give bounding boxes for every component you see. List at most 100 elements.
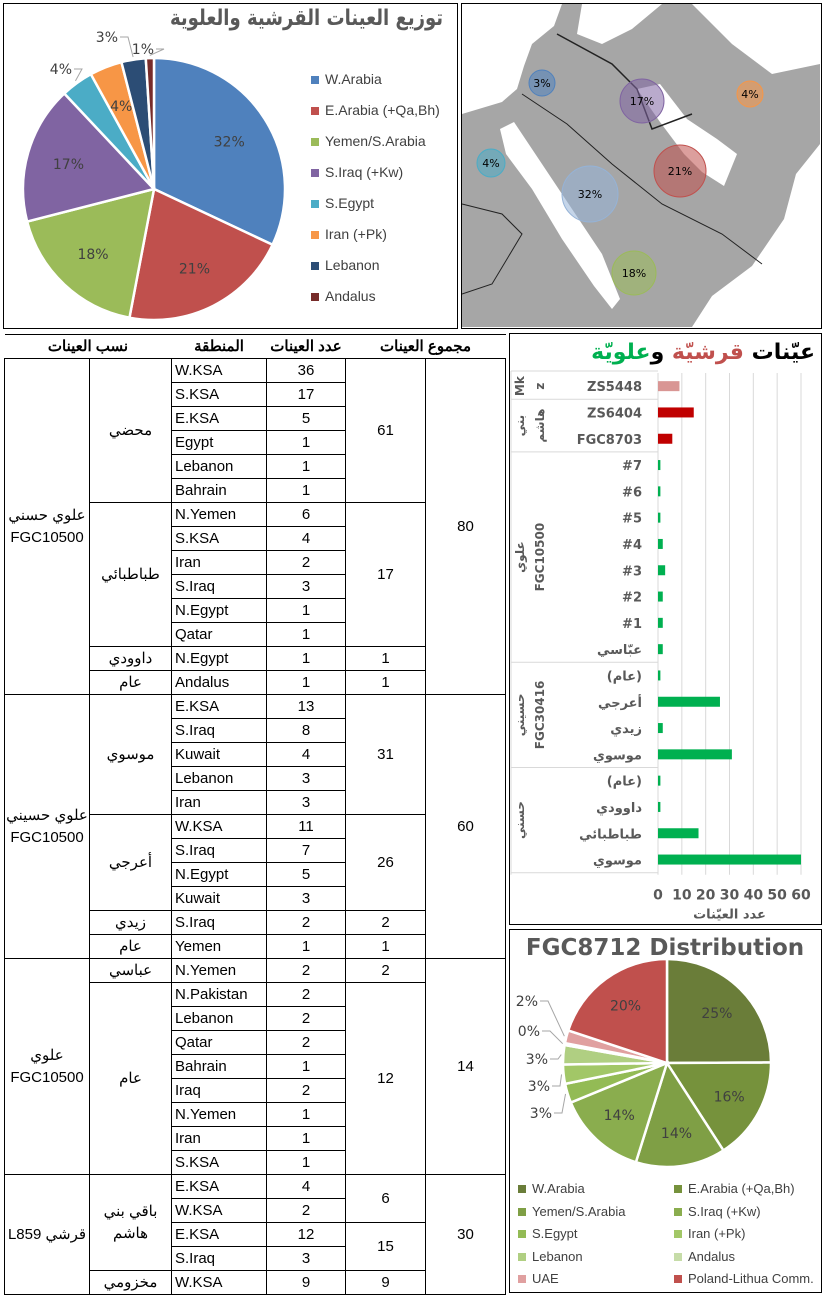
count-cell: 4 <box>266 526 346 551</box>
border-lines <box>462 203 523 295</box>
count-cell: 7 <box>266 838 346 863</box>
table-row: Lebanon 3 <box>5 766 506 791</box>
table-row: Egypt 1 <box>5 430 506 455</box>
legend-swatch <box>518 1185 526 1193</box>
bar <box>658 460 661 471</box>
category-label: #7 <box>622 459 642 474</box>
lineage-total-cell: 30 <box>425 1174 506 1295</box>
group-label: z <box>533 383 547 390</box>
group-total-cell: 15 <box>345 1222 426 1271</box>
subgroup-cell: محضي <box>89 358 172 503</box>
pie-data-label: 3% <box>526 1052 548 1068</box>
caspian-area <box>692 4 820 74</box>
pie-data-label: 16% <box>714 1090 745 1106</box>
leader-line <box>542 1030 564 1045</box>
count-cell: 13 <box>266 694 346 719</box>
map-panel: 3% 17% 4% 4% 32% 21% 18% <box>461 3 822 329</box>
x-tick-label: 50 <box>767 888 787 904</box>
subgroup-cell: عام <box>89 982 172 1175</box>
map-bubble <box>561 165 619 223</box>
legend-item: W.Arabia <box>311 71 382 87</box>
legend-label: S.Egypt <box>532 1226 578 1241</box>
subgroup-cell: أعرجي <box>89 814 172 911</box>
region-cell: S.KSA <box>171 1150 267 1175</box>
category-label: #2 <box>622 591 642 606</box>
region-cell: Kuwait <box>171 742 267 767</box>
legend-label: Poland-Lithua Comm. <box>688 1271 814 1286</box>
leader-line <box>540 1000 565 1037</box>
count-cell: 1 <box>266 1102 346 1127</box>
legend-item: S.Egypt <box>311 195 374 211</box>
count-cell: 1 <box>266 622 346 647</box>
table-row: علوي حسيني FGC10500 موسوي E.KSA 13 31 60 <box>4 694 506 959</box>
table-header: المنطقة <box>171 334 267 359</box>
category-label: #4 <box>622 538 642 553</box>
lineage-total-cell: 80 <box>425 358 506 695</box>
legend-label: Iran (+Pk) <box>688 1226 746 1241</box>
table-row: E.KSA 12 15 <box>5 1222 506 1271</box>
table-row: S.KSA 1 <box>5 1150 506 1175</box>
legend-item: Yemen/S.Arabia <box>518 1204 625 1219</box>
legend-label: Iran (+Pk) <box>325 226 387 242</box>
lineage-cell: علوي حسني FGC10500 <box>4 358 90 695</box>
table-row: N.Egypt 1 <box>5 598 506 623</box>
region-cell: Lebanon <box>171 1006 267 1031</box>
bar <box>658 433 673 444</box>
table-row: S.KSA 4 <box>5 526 506 551</box>
legend-label: UAE <box>532 1271 559 1286</box>
legend-swatch <box>518 1230 526 1238</box>
group-total-cell: 1 <box>345 646 426 671</box>
legend-swatch <box>311 262 319 270</box>
bar <box>658 486 661 497</box>
table-row: عام N.Pakistan 2 12 <box>5 982 506 1175</box>
region-cell: Bahrain <box>171 1054 267 1079</box>
pie-data-label: 18% <box>77 247 108 263</box>
bar <box>658 670 661 681</box>
x-axis-title: عدد العيّنات <box>693 908 766 923</box>
legend-label: W.Arabia <box>532 1181 585 1196</box>
region-cell: S.Iraq <box>171 838 267 863</box>
table-row: Qatar 2 <box>5 1030 506 1055</box>
legend-item: S.Iraq (+Kw) <box>674 1204 761 1219</box>
category-label: طباطبائي <box>579 827 642 842</box>
legend-swatch <box>311 138 319 146</box>
count-cell: 2 <box>266 1078 346 1103</box>
legend-swatch <box>518 1275 526 1283</box>
table-row: Bahrain 1 <box>5 1054 506 1079</box>
samples-table: نسب العينات المنطقة عدد العينات مجموع العين… <box>4 334 506 1295</box>
table-row: Iraq 2 <box>5 1078 506 1103</box>
pie-data-label: 17% <box>53 157 84 173</box>
category-label: #6 <box>622 485 642 500</box>
x-tick-label: 30 <box>720 888 740 904</box>
bar <box>658 749 732 760</box>
title-part: قرشيّة <box>671 340 744 365</box>
group-label: FGC10500 <box>533 523 547 592</box>
bar <box>658 723 663 734</box>
region-cell: Iran <box>171 790 267 815</box>
table-row: علوي FGC10500 عباسي N.Yemen 2 2 14 <box>4 958 506 1175</box>
region-cell: N.Yemen <box>171 1102 267 1127</box>
count-cell: 2 <box>266 910 346 935</box>
group-total-cell: 17 <box>345 502 426 647</box>
legend-item: S.Egypt <box>518 1226 578 1241</box>
category-label: #1 <box>622 617 642 632</box>
pie-slice <box>21 91 157 224</box>
pie-data-label: 2% <box>516 994 538 1010</box>
table-row: Kuwait 3 <box>5 886 506 911</box>
count-cell: 3 <box>266 1246 346 1271</box>
region-cell: S.KSA <box>171 382 267 407</box>
table-row: Kuwait 4 <box>5 742 506 767</box>
legend-swatch <box>674 1275 682 1283</box>
count-cell: 5 <box>266 862 346 887</box>
group-total-cell: 1 <box>345 934 426 959</box>
table-header: عدد العينات <box>266 334 346 359</box>
category-label: زيدي <box>610 722 642 737</box>
count-cell: 3 <box>266 886 346 911</box>
count-cell: 1 <box>266 1054 346 1079</box>
pie-slice <box>127 187 275 322</box>
pie-bottom-svg: 25% 16% 14% 14% 3% 3% 3% 0% 2% 20% <box>516 957 773 1169</box>
group-total-cell: 31 <box>345 694 426 815</box>
lineage-cell: علوي FGC10500 <box>4 958 90 1175</box>
region-cell: E.KSA <box>171 1222 267 1247</box>
group-label: بني <box>513 415 527 437</box>
